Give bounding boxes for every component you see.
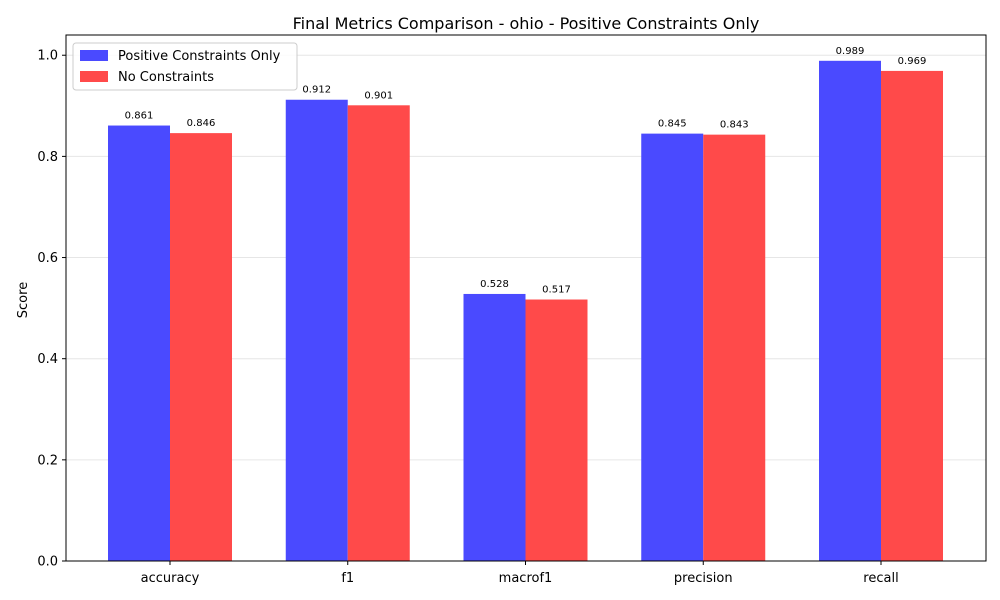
bar-macrof1-positive-constraints-only [463,293,526,561]
bar-f1-positive-constraints-only [285,99,348,561]
y-tick-label: 0.2 [37,453,58,468]
data-label: 0.969 [898,56,927,67]
y-tick-label: 0.0 [37,555,58,570]
data-labels: 0.861 0.846 0.912 0.901 0.528 0.517 0.845 0.843… [125,46,927,296]
chart-title: Final Metrics Comparison - ohio - Positi… [293,14,760,33]
data-label: 0.989 [836,46,865,57]
data-label: 0.517 [542,285,571,296]
bar-macrof1-no-constraints [525,299,588,561]
data-label: 0.912 [302,85,331,96]
bars [108,60,943,562]
y-tick-label: 1.0 [37,49,58,64]
legend-label: No Constraints [118,70,214,85]
data-label: 0.901 [364,90,393,101]
bar-accuracy-no-constraints [170,133,232,561]
x-tick-label: precision [674,571,733,586]
x-tick-label: accuracy [141,571,200,586]
bar-recall-positive-constraints-only [819,60,881,562]
y-axis: 0.0 0.2 0.4 0.6 0.8 1.0 [37,49,66,570]
y-tick-label: 0.4 [37,352,58,367]
bar-precision-no-constraints [703,134,766,561]
legend: Positive Constraints Only No Constraints [72,42,298,91]
y-tick-label: 0.6 [37,251,58,266]
x-tick-label: f1 [341,571,354,586]
x-axis: accuracy f1 macrof1 precision recall [141,561,899,586]
bar-accuracy-positive-constraints-only [108,125,170,562]
bar-f1-no-constraints [347,105,410,561]
bar-precision-positive-constraints-only [641,133,704,561]
bar-recall-no-constraints [881,70,943,562]
data-label: 0.843 [720,120,749,131]
data-label: 0.861 [125,111,154,122]
data-label: 0.846 [187,118,216,129]
y-axis-label: Score [16,282,31,318]
legend-swatch [80,50,108,61]
legend-swatch [80,71,108,82]
data-label: 0.528 [480,279,509,290]
data-label: 0.845 [658,119,687,130]
legend-box [72,42,298,91]
y-tick-label: 0.8 [37,150,58,165]
legend-label: Positive Constraints Only [118,49,281,64]
x-tick-label: recall [863,571,898,586]
x-tick-label: macrof1 [499,571,553,586]
